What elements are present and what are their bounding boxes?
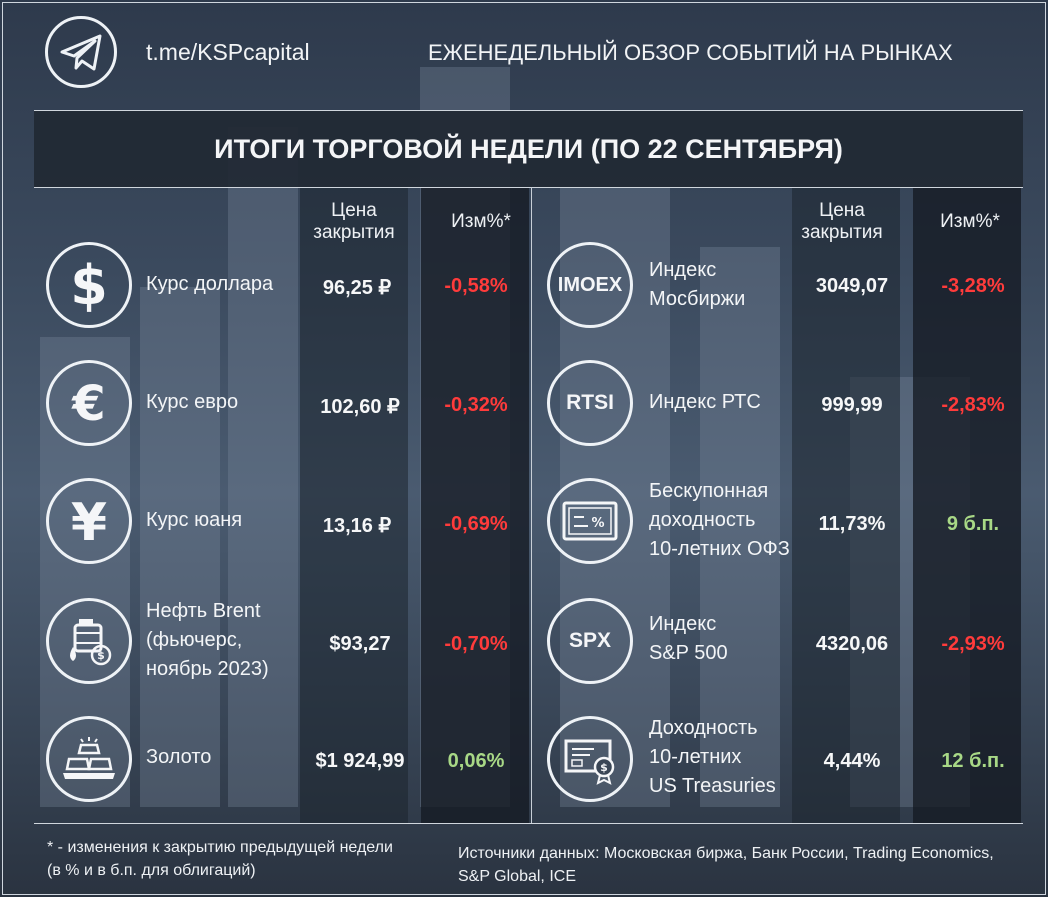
weekly-change: 9 б.п. <box>946 513 1000 535</box>
close-price: 11,73% <box>818 513 886 535</box>
imoex-icon: IMOEX <box>547 242 633 328</box>
change-header: Изм%* <box>451 211 511 232</box>
close-price: 102,60 ₽ <box>320 396 400 418</box>
asset-label: Индекс РТС <box>649 391 761 413</box>
banner-title: ИТОГИ ТОРГОВОЙ НЕДЕЛИ (ПО 22 СЕНТЯБРЯ) <box>214 134 843 164</box>
svg-text:$: $ <box>70 255 108 315</box>
weekly-change: -0,70% <box>444 633 508 655</box>
rtsi-icon: RTSI <box>547 360 633 446</box>
weekly-change: 0,06% <box>447 750 505 772</box>
asset-label: Доходность 10-летних US Treasuries <box>649 717 776 797</box>
background-building <box>228 127 298 807</box>
title-banner <box>34 111 1023 187</box>
price-column-bg <box>792 188 900 823</box>
svg-text:$: $ <box>97 649 105 662</box>
close-price: 96,25 ₽ <box>322 277 392 299</box>
asset-label: Курс евро <box>146 391 239 413</box>
price-header: Цена закрытия <box>313 200 395 243</box>
weekly-change: -2,83% <box>941 394 1005 416</box>
data-sources: Источники данных: Московская биржа, Банк… <box>458 845 994 885</box>
gold-bars-icon <box>46 716 132 802</box>
change-column-bg <box>913 188 1021 823</box>
channel-link[interactable]: t.me/KSPcapital <box>146 39 310 65</box>
header-title: ЕЖЕНЕДЕЛЬНЫЙ ОБЗОР СОБЫТИЙ НА РЫНКАХ <box>428 40 953 65</box>
spx-icon: SPX <box>547 598 633 684</box>
asset-label: Нефть Brent (фьючерс, ноябрь 2023) <box>146 600 269 680</box>
asset-label: Индекс Мосбиржи <box>649 259 746 310</box>
close-price: $1 924,99 <box>315 750 405 772</box>
asset-label: Индекс S&P 500 <box>649 613 728 664</box>
asset-label: Курс доллара <box>146 273 274 295</box>
footnote: * - изменения к закрытию предыдущей неде… <box>47 839 393 879</box>
svg-text:%: % <box>591 516 604 531</box>
weekly-change: -0,32% <box>444 394 508 416</box>
asset-label: Золото <box>146 746 212 768</box>
dollar-icon: $ <box>46 242 132 328</box>
asset-label: Курс юаня <box>146 509 243 531</box>
svg-text:$: $ <box>600 761 608 774</box>
price-column-bg <box>300 188 408 823</box>
background-building <box>140 287 220 807</box>
asset-label: Бескупонная доходность 10-летних ОФЗ <box>649 480 790 560</box>
price-header: Цена закрытия <box>801 200 883 243</box>
close-price: $93,27 <box>329 633 391 655</box>
weekly-change: -3,28% <box>941 275 1005 297</box>
yuan-icon: ¥ <box>46 478 132 564</box>
background-building <box>700 247 780 807</box>
divider <box>34 110 1023 111</box>
close-price: 13,16 ₽ <box>322 515 392 537</box>
weekly-change: -0,69% <box>444 513 508 535</box>
close-price: 4,44% <box>823 750 881 772</box>
change-column-bg <box>421 188 529 823</box>
divider <box>34 187 1023 188</box>
treasury-certificate-icon: $ <box>547 716 633 802</box>
weekly-change: -0,58% <box>444 275 508 297</box>
close-price: 4320,06 <box>815 633 889 655</box>
change-header: Изм%* <box>940 211 1000 232</box>
svg-text:¥: ¥ <box>71 493 107 551</box>
close-price: 3049,07 <box>815 275 889 297</box>
telegram-icon[interactable] <box>45 16 117 88</box>
divider <box>34 823 1023 824</box>
oil-barrel-icon: $ <box>46 598 132 684</box>
euro-icon: € <box>46 360 132 446</box>
close-price: 999,99 <box>821 394 883 416</box>
svg-text:€: € <box>71 376 105 432</box>
column-divider <box>531 187 532 823</box>
weekly-change: 12 б.п. <box>941 750 1005 772</box>
bond-certificate-icon: % <box>547 478 633 564</box>
weekly-change: -2,93% <box>941 633 1005 655</box>
